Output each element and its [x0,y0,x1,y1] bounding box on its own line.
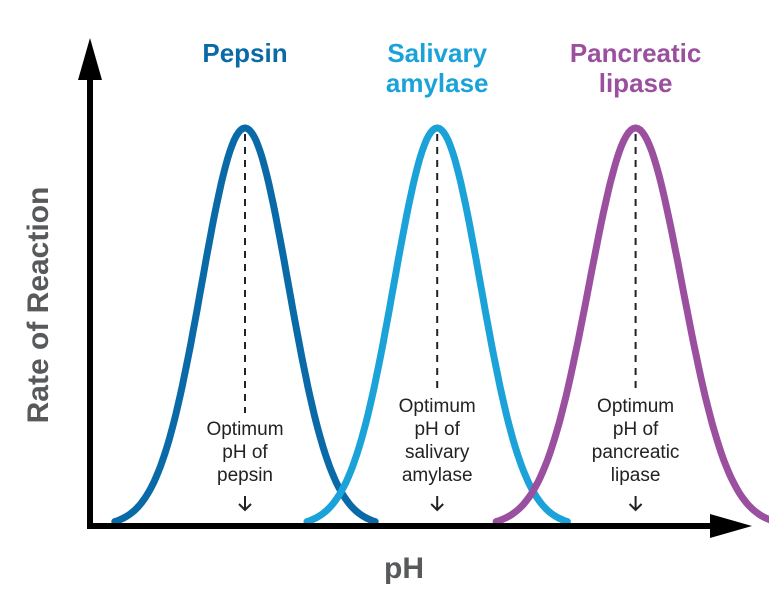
axes-layer [78,38,752,538]
optimum-annotation-salivary-amylase: pH of [414,419,460,440]
optimum-annotation-pepsin: Optimum [206,419,283,440]
series-label-salivary-amylase: Salivary [387,38,487,68]
optimum-annotation-pepsin: pH of [222,442,268,463]
x-axis-arrow [710,514,752,538]
optimum-annotation-pancreatic-lipase: Optimum [597,396,674,417]
optimum-arrow-pancreatic-lipase [628,496,643,512]
curves-layer [111,124,769,526]
optimum-annotation-pepsin: pepsin [217,465,273,486]
series-label-pancreatic-lipase: lipase [599,68,673,98]
x-axis-title: pH [384,552,424,585]
series-label-pancreatic-lipase: Pancreatic [570,38,702,68]
optimum-annotation-salivary-amylase: salivary [405,442,470,463]
y-axis-arrow [78,38,102,80]
series-label-salivary-amylase: amylase [386,68,489,98]
optimum-arrow-pepsin [238,496,252,512]
optimum-annotation-salivary-amylase: amylase [402,465,473,486]
optimum-annotation-pancreatic-lipase: pancreatic [592,442,680,463]
optimum-annotation-pancreatic-lipase: lipase [611,465,661,486]
optimum-annotation-salivary-amylase: Optimum [399,396,476,417]
optimum-arrow-salivary-amylase [430,496,444,512]
series-label-pepsin: Pepsin [202,38,287,68]
curve-pepsin [111,124,379,526]
y-axis-title: Rate of Reaction [22,187,55,424]
curve-pancreatic-lipase [492,124,769,526]
curve-salivary-amylase [303,124,571,526]
optimum-annotation-pancreatic-lipase: pH of [613,419,659,440]
